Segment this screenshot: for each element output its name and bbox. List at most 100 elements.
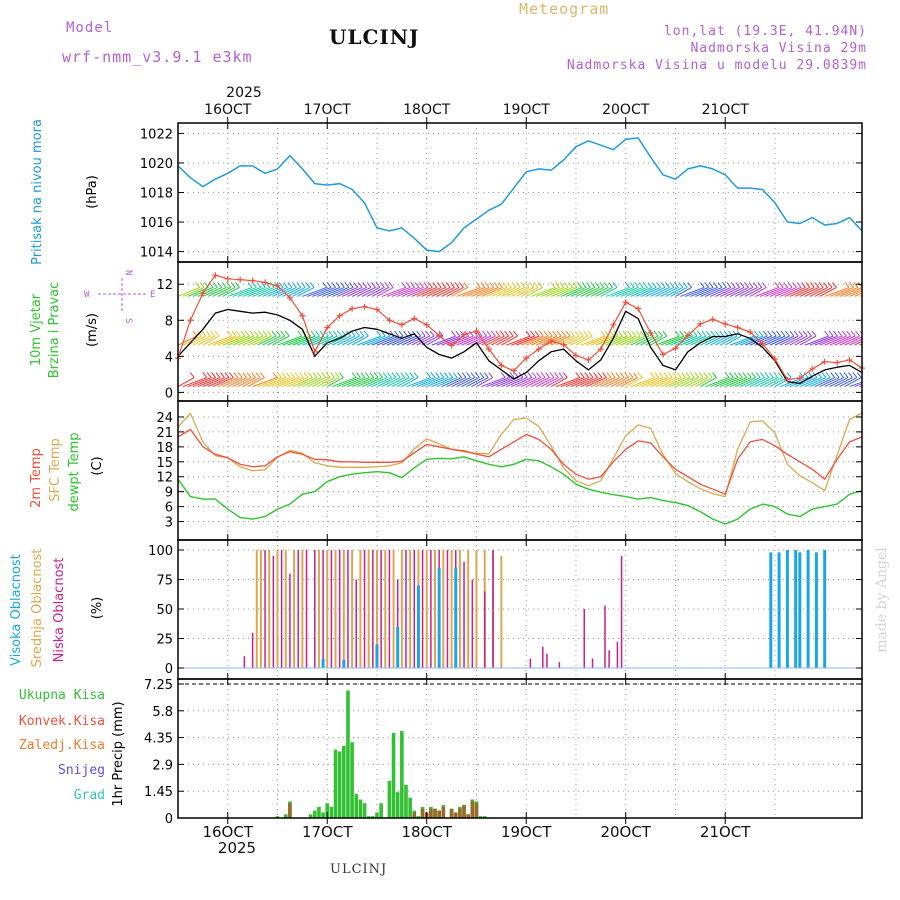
- wind-barb: [635, 377, 660, 388]
- wind-barb: [262, 377, 286, 388]
- wind-barb-flag: [276, 372, 282, 378]
- wind-gust-marker: [398, 321, 405, 328]
- wind-barb: [222, 335, 246, 346]
- wind-barb-flag: [192, 330, 198, 337]
- wind-barb-flag: [321, 372, 327, 378]
- wind-barb: [535, 377, 555, 388]
- wind-gust-marker: [610, 321, 617, 328]
- wind-barb: [734, 286, 754, 297]
- wind-barb: [854, 340, 862, 346]
- low-cloud-bar: [492, 550, 494, 668]
- wind-barb: [545, 335, 566, 346]
- low-cloud-bar: [338, 550, 341, 668]
- wind-barb-flag: [340, 282, 345, 288]
- wind-barb-flag: [584, 372, 590, 378]
- wind-barb-flag: [856, 372, 862, 378]
- wind-barb: [252, 335, 272, 346]
- wind-barb-flag: [369, 372, 375, 378]
- wind-barb: [585, 335, 610, 346]
- wind-barb-flag: [713, 282, 718, 288]
- wind-barb: [346, 286, 367, 297]
- wind-barb-flag: [339, 372, 344, 378]
- wind-barb: [461, 377, 480, 388]
- y-tick-label: 24: [156, 411, 173, 426]
- wind-barb: [754, 335, 777, 346]
- wind-barb-flag: [554, 372, 559, 378]
- wind-barb: [535, 335, 557, 346]
- wind-barb: [575, 335, 593, 346]
- wind-barb-flag: [259, 372, 265, 378]
- low-cloud-bar: [363, 550, 366, 668]
- bottom-date-label: 17OCT: [302, 823, 353, 841]
- wind-barb-flag: [531, 372, 537, 378]
- wind-barb-flag: [825, 372, 831, 378]
- wind-barb: [759, 377, 779, 388]
- wind-barb-flag: [538, 282, 543, 288]
- wind-barb: [600, 377, 620, 388]
- wind-barb: [426, 377, 449, 388]
- wind-gust-marker: [498, 362, 505, 369]
- wind-barb: [511, 286, 530, 297]
- wind-barb-flag: [281, 372, 287, 378]
- conv-precip-bar: [449, 808, 454, 818]
- wind-barb-flag: [312, 372, 318, 378]
- wind-barb: [685, 286, 709, 297]
- wind-barb-flag: [515, 282, 521, 288]
- wind-barb-flag: [348, 282, 354, 288]
- model-label: Model: [66, 20, 114, 36]
- wind-gust-marker: [510, 367, 517, 374]
- temp-unit: (C): [90, 456, 105, 475]
- wind-barb: [789, 286, 811, 297]
- bottom-station-label: ULCINJ: [330, 862, 388, 877]
- wind-barb-flag: [552, 330, 558, 337]
- bottom-date-label: 18OCT: [401, 823, 452, 841]
- wind-barb-flag: [534, 330, 540, 337]
- wind-barb-flag: [296, 282, 302, 288]
- wind-barb-flag: [802, 330, 808, 337]
- wind-barb-flag: [852, 372, 858, 378]
- wind-barb-flag: [748, 282, 754, 288]
- low-cloud-bar: [421, 550, 424, 668]
- wind-barb-flag: [830, 372, 836, 378]
- wind-barb-flag: [776, 330, 781, 337]
- wind-barb-flag: [602, 372, 607, 378]
- bottom-date-label: 20OCT: [600, 823, 651, 841]
- mid-cloud-bar: [467, 550, 470, 668]
- wind-barb: [332, 377, 357, 388]
- wind-barb-flag: [650, 372, 655, 378]
- wind-barb: [615, 286, 639, 297]
- wind-barb: [645, 286, 666, 297]
- wind-barb: [401, 286, 424, 297]
- wind-barb: [724, 286, 745, 297]
- wind-barb: [327, 335, 347, 346]
- wind-barb: [625, 377, 643, 388]
- wind-barb-flag: [672, 372, 678, 378]
- wind-barb-flag: [764, 372, 770, 378]
- wind-barb: [312, 335, 334, 346]
- wind-barb-flag: [398, 330, 404, 337]
- wind-barb: [526, 377, 546, 388]
- wind-barb-flag: [708, 282, 714, 288]
- wind-barb-flag: [737, 372, 743, 378]
- wind-barb: [451, 377, 471, 388]
- wind-barb: [610, 377, 629, 388]
- wind-barb-flag: [206, 372, 212, 378]
- wind-barb: [336, 286, 358, 297]
- wind-barb: [232, 377, 252, 388]
- wind-barb: [237, 286, 262, 297]
- pressure-label: Pritisak na nivou mora: [30, 119, 45, 265]
- wind-barb: [804, 335, 829, 346]
- conv-precip-bar: [420, 808, 425, 818]
- bottom-date-label: 21OCT: [700, 823, 751, 841]
- wind-barb: [819, 335, 843, 346]
- bottom-date-label: 19OCT: [501, 823, 552, 841]
- series-layer: [175, 137, 865, 819]
- wind-barb-flag: [448, 372, 454, 378]
- wind-barb: [476, 286, 499, 297]
- wind-barb-flag: [843, 372, 849, 378]
- wind-barb: [491, 335, 509, 346]
- wind-barb-flag: [475, 282, 481, 288]
- low-cloud-bar: [264, 550, 266, 668]
- wind-barb-flag: [785, 330, 790, 337]
- wind-barb: [376, 286, 394, 297]
